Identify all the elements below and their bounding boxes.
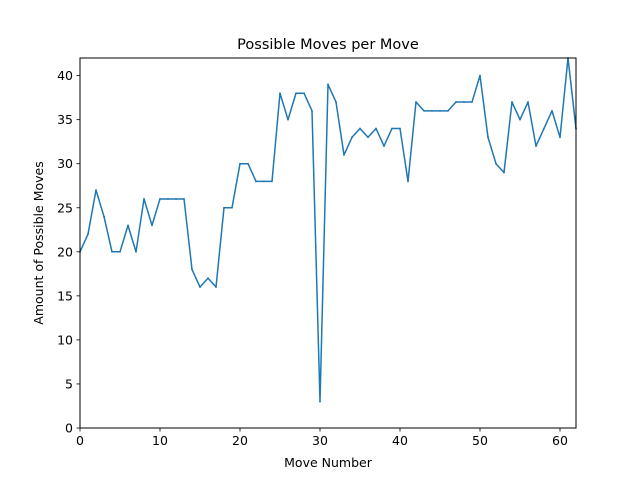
data-point — [167, 198, 169, 200]
x-tick-label: 0 — [76, 433, 84, 448]
data-point — [215, 286, 217, 288]
data-point — [311, 109, 313, 112]
data-point — [391, 127, 393, 130]
data-point — [111, 250, 113, 253]
data-point — [495, 162, 497, 165]
chart-title: Possible Moves per Move — [237, 37, 419, 53]
data-point — [407, 180, 409, 183]
data-point — [527, 101, 529, 103]
data-point — [471, 101, 473, 103]
data-point — [479, 74, 481, 77]
y-tick-label: 5 — [65, 376, 73, 391]
data-point — [119, 250, 121, 253]
data-point — [95, 189, 97, 192]
y-tick-label: 20 — [57, 244, 73, 259]
data-point — [415, 101, 417, 103]
data-point — [367, 136, 369, 139]
data-point — [455, 101, 457, 103]
data-point — [543, 127, 545, 130]
data-point — [87, 233, 89, 236]
data-point — [431, 109, 433, 112]
data-point — [359, 127, 361, 130]
x-tick-label: 50 — [472, 433, 488, 448]
data-point — [551, 109, 553, 112]
data-point — [351, 136, 353, 139]
y-tick-label: 0 — [65, 421, 73, 436]
data-point — [559, 136, 561, 139]
data-point — [519, 118, 521, 121]
data-point — [319, 400, 321, 403]
x-tick-label: 60 — [552, 433, 568, 448]
data-point — [535, 145, 537, 148]
x-tick-label: 10 — [152, 433, 168, 448]
x-tick-label: 30 — [312, 433, 328, 448]
data-point — [255, 180, 257, 183]
y-tick-label: 10 — [57, 332, 73, 347]
data-point — [375, 127, 377, 130]
data-point — [239, 162, 241, 165]
data-point — [151, 224, 153, 227]
data-point — [383, 145, 385, 148]
data-point — [463, 101, 465, 103]
data-point — [207, 277, 209, 280]
data-point — [279, 92, 281, 95]
data-point — [247, 162, 249, 165]
data-point — [231, 206, 233, 209]
data-point — [175, 198, 177, 200]
y-tick-label: 40 — [57, 68, 73, 83]
x-tick-label: 40 — [392, 433, 408, 448]
data-point — [447, 109, 449, 112]
data-point — [199, 286, 201, 288]
data-point — [143, 198, 145, 200]
x-axis-label: Move Number — [284, 455, 373, 470]
data-point — [295, 92, 297, 95]
y-tick-label: 15 — [57, 288, 73, 303]
data-point — [103, 215, 105, 218]
x-tick-label: 20 — [232, 433, 248, 448]
data-point — [271, 180, 273, 183]
data-point — [327, 83, 329, 86]
data-point — [183, 198, 185, 200]
data-point — [343, 154, 345, 156]
y-tick-label: 25 — [57, 200, 73, 215]
data-point — [335, 101, 337, 103]
data-point — [191, 268, 193, 271]
data-point — [423, 109, 425, 112]
plot-frame — [79, 57, 577, 429]
data-point — [135, 250, 137, 253]
data-point — [159, 198, 161, 200]
y-axis-label: Amount of Possible Moves — [31, 161, 46, 324]
data-point — [399, 127, 401, 130]
data-point — [263, 180, 265, 183]
data-point — [487, 136, 489, 139]
y-tick-label: 35 — [57, 112, 73, 127]
data-point — [127, 224, 129, 227]
data-point — [511, 101, 513, 103]
data-point — [503, 171, 505, 174]
data-point — [439, 109, 441, 112]
data-point — [223, 206, 225, 209]
data-point — [303, 92, 305, 95]
data-point — [287, 118, 289, 121]
ticks-layer: 0 10 20 30 40 50 60 0 5 10 15 20 25 30 35 40 — [57, 68, 568, 448]
y-tick-label: 30 — [57, 156, 73, 171]
